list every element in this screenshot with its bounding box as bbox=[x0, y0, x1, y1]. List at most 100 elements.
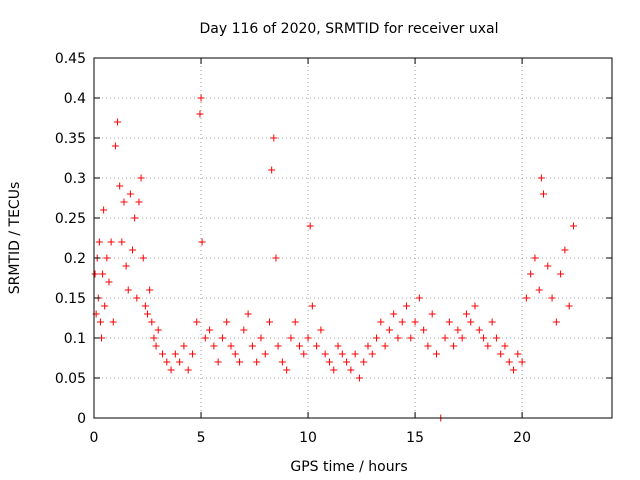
y-tick-label: 0.25 bbox=[55, 211, 86, 227]
data-point bbox=[111, 142, 119, 150]
data-point bbox=[475, 326, 483, 334]
data-point bbox=[441, 334, 449, 342]
data-point bbox=[527, 270, 535, 278]
data-point bbox=[428, 310, 436, 318]
data-point bbox=[268, 166, 276, 174]
data-point bbox=[510, 366, 518, 374]
data-point bbox=[458, 334, 466, 342]
data-point bbox=[334, 342, 342, 350]
data-point bbox=[411, 318, 419, 326]
data-point bbox=[569, 222, 577, 230]
data-point bbox=[154, 326, 162, 334]
chart-title: Day 116 of 2020, SRMTID for receiver uxa… bbox=[199, 21, 498, 37]
data-point bbox=[244, 310, 252, 318]
y-tick-label: 0 bbox=[77, 411, 86, 427]
data-point bbox=[272, 254, 280, 262]
data-point bbox=[420, 326, 428, 334]
data-point bbox=[531, 254, 539, 262]
data-point bbox=[325, 358, 333, 366]
data-point bbox=[381, 342, 389, 350]
data-point bbox=[120, 198, 128, 206]
data-point bbox=[454, 326, 462, 334]
data-point bbox=[133, 294, 141, 302]
data-point bbox=[176, 358, 184, 366]
data-point bbox=[347, 366, 355, 374]
data-point bbox=[304, 334, 312, 342]
data-point bbox=[223, 318, 231, 326]
data-point bbox=[518, 358, 526, 366]
data-point bbox=[360, 358, 368, 366]
y-axis-label: SRMTID / TECUs bbox=[7, 182, 23, 295]
x-tick-label: 0 bbox=[90, 430, 99, 446]
data-point bbox=[196, 110, 204, 118]
data-point bbox=[377, 318, 385, 326]
x-axis-label: GPS time / hours bbox=[290, 459, 407, 475]
data-point bbox=[95, 238, 103, 246]
data-point bbox=[193, 318, 201, 326]
y-tick-label: 0.4 bbox=[64, 91, 86, 107]
data-point bbox=[116, 182, 124, 190]
data-point bbox=[144, 310, 152, 318]
data-point bbox=[253, 358, 261, 366]
data-point bbox=[385, 326, 393, 334]
data-point bbox=[308, 302, 316, 310]
data-point bbox=[364, 342, 372, 350]
data-point bbox=[261, 350, 269, 358]
data-point bbox=[152, 342, 160, 350]
data-point bbox=[129, 246, 137, 254]
data-point bbox=[137, 174, 145, 182]
y-tick-label: 0.2 bbox=[64, 251, 86, 267]
x-tick-label: 10 bbox=[299, 430, 317, 446]
data-point bbox=[565, 302, 573, 310]
y-tick-label: 0.35 bbox=[55, 131, 86, 147]
data-point bbox=[96, 318, 104, 326]
data-point bbox=[548, 294, 556, 302]
data-point bbox=[167, 366, 175, 374]
data-point bbox=[462, 310, 470, 318]
data-point bbox=[188, 350, 196, 358]
data-point bbox=[278, 358, 286, 366]
data-point bbox=[488, 318, 496, 326]
data-point bbox=[114, 118, 122, 126]
data-point bbox=[497, 350, 505, 358]
data-point bbox=[522, 294, 530, 302]
data-point bbox=[248, 342, 256, 350]
y-tick-label: 0.15 bbox=[55, 291, 86, 307]
data-point bbox=[557, 270, 565, 278]
y-tick-label: 0.1 bbox=[64, 331, 86, 347]
y-tick-label: 0.3 bbox=[64, 171, 86, 187]
data-point bbox=[450, 342, 458, 350]
data-point bbox=[139, 254, 147, 262]
data-point bbox=[295, 342, 303, 350]
data-point bbox=[163, 358, 171, 366]
data-point bbox=[218, 334, 226, 342]
data-point bbox=[210, 342, 218, 350]
data-point bbox=[424, 342, 432, 350]
data-point bbox=[287, 334, 295, 342]
y-tick-label: 0.05 bbox=[55, 371, 86, 387]
data-point bbox=[105, 278, 113, 286]
data-point bbox=[415, 294, 423, 302]
data-points bbox=[91, 94, 577, 422]
data-point bbox=[317, 326, 325, 334]
data-point bbox=[227, 342, 235, 350]
data-point bbox=[514, 350, 522, 358]
axis-ticks bbox=[93, 57, 612, 419]
data-point bbox=[240, 326, 248, 334]
data-point bbox=[180, 342, 188, 350]
y-tick-label: 0.45 bbox=[55, 51, 86, 67]
data-point bbox=[368, 350, 376, 358]
data-point bbox=[146, 286, 154, 294]
data-point bbox=[231, 350, 239, 358]
data-point bbox=[330, 366, 338, 374]
data-point bbox=[274, 342, 282, 350]
data-point bbox=[480, 334, 488, 342]
tick-labels: 0 0.05 0.1 0.15 0.2 0.25 0.3 0.35 0.4 0.45 0 5 10 15 2… bbox=[55, 51, 531, 446]
data-point bbox=[197, 94, 205, 102]
data-point bbox=[313, 342, 321, 350]
data-point bbox=[484, 342, 492, 350]
data-point bbox=[107, 238, 115, 246]
data-point bbox=[126, 190, 134, 198]
data-point bbox=[99, 270, 107, 278]
data-point bbox=[214, 358, 222, 366]
